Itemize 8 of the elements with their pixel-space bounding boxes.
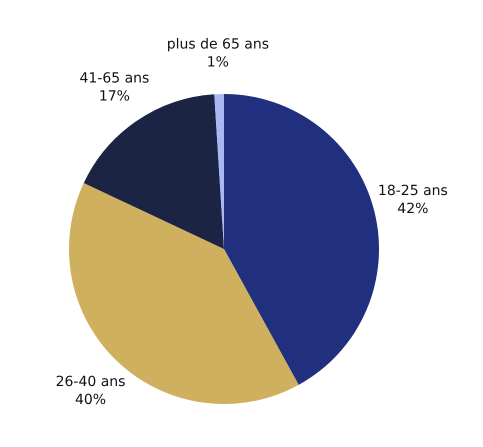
data-label: 40% [74,392,106,408]
slice-label: 18-25 ans [378,183,448,200]
slice-label: plus de 65 ans [166,36,270,53]
slice-label: 26-40 ans [56,374,126,390]
data-label: 42% [397,201,428,218]
data-label: 17% [98,88,130,104]
data-label: 1% [206,54,229,71]
slice-label: 41-65 ans [79,70,150,86]
